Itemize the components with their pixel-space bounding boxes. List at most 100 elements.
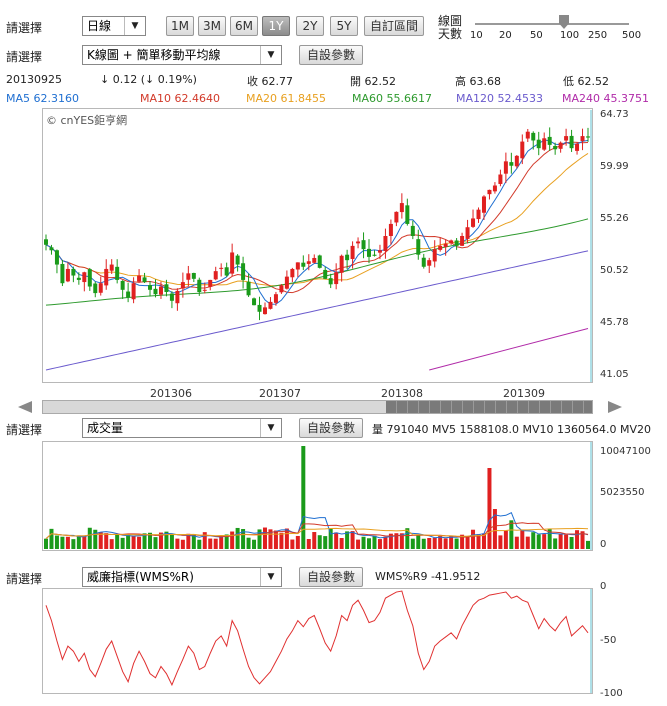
volume-bar bbox=[476, 534, 481, 549]
candle-body bbox=[208, 279, 213, 287]
candle-body bbox=[465, 227, 470, 239]
volume-bar bbox=[279, 532, 284, 549]
volume-bar bbox=[372, 535, 377, 549]
volume-select[interactable]: 成交量 ▼ bbox=[82, 418, 282, 438]
candle-body bbox=[410, 225, 415, 237]
volume-bar bbox=[498, 535, 503, 549]
volume-bar bbox=[509, 520, 514, 549]
ma-legend-item: MA20 61.8455 bbox=[246, 92, 326, 105]
wms-info: WMS%R9 -41.9512 bbox=[375, 570, 481, 583]
candle-body bbox=[109, 264, 114, 271]
scroll-right-icon[interactable] bbox=[608, 401, 622, 413]
candle-body bbox=[580, 136, 585, 141]
candle-body bbox=[547, 136, 552, 145]
volume-y-tick: 5023550 bbox=[600, 487, 645, 498]
candle-body bbox=[290, 268, 295, 278]
wms-params-button[interactable]: 自設參數 bbox=[299, 567, 363, 587]
candle-body bbox=[317, 255, 322, 268]
candle-body bbox=[202, 289, 207, 291]
wms-line bbox=[45, 590, 589, 687]
volume-bar bbox=[158, 532, 163, 549]
volume-bar bbox=[339, 538, 344, 549]
days-slider-track[interactable] bbox=[475, 23, 629, 25]
volume-bar bbox=[575, 530, 580, 549]
quote-low: 低 62.52 bbox=[563, 75, 609, 88]
candle-body bbox=[388, 223, 393, 236]
candle-body bbox=[104, 268, 109, 286]
period-select[interactable]: 日線 ▼ bbox=[82, 16, 146, 36]
ma-legend-item: MA10 62.4640 bbox=[140, 92, 220, 105]
volume-bar bbox=[93, 529, 98, 549]
chart-type-select[interactable]: K線圖 + 簡單移動平均線 ▼ bbox=[82, 45, 282, 65]
price-x-tick: 201309 bbox=[503, 387, 545, 400]
volume-bar bbox=[290, 539, 295, 549]
candle-body bbox=[339, 255, 344, 273]
range-button-6[interactable]: 自訂區間 bbox=[364, 16, 424, 36]
volume-bar bbox=[345, 531, 350, 549]
days-tick: 100 bbox=[560, 30, 580, 41]
candle-body bbox=[421, 257, 426, 267]
volume-bar bbox=[405, 528, 410, 549]
volume-bar bbox=[268, 529, 273, 549]
volume-bar bbox=[465, 535, 470, 549]
volume-bar bbox=[273, 530, 278, 549]
volume-bar bbox=[367, 538, 372, 549]
range-button-5[interactable]: 5Y bbox=[330, 16, 358, 36]
candle-body bbox=[432, 249, 437, 262]
candle-body bbox=[295, 262, 300, 270]
volume-bar bbox=[186, 533, 191, 549]
price-y-tick: 59.99 bbox=[600, 161, 629, 173]
volume-bar bbox=[361, 536, 366, 549]
scroll-thumb[interactable] bbox=[386, 401, 592, 413]
volume-bar bbox=[306, 538, 311, 549]
candle-body bbox=[169, 293, 174, 301]
candle-body bbox=[93, 283, 98, 294]
volume-bar bbox=[208, 538, 213, 549]
volume-bar bbox=[312, 532, 317, 549]
candle-body bbox=[586, 136, 590, 138]
volume-bar bbox=[553, 538, 558, 549]
wms-y-tick: -50 bbox=[600, 635, 617, 646]
candle-body bbox=[350, 245, 355, 259]
volume-bar bbox=[460, 534, 465, 549]
range-button-2[interactable]: 6M bbox=[230, 16, 258, 36]
volume-bar bbox=[432, 537, 437, 549]
volume-bar bbox=[82, 535, 87, 549]
candle-body bbox=[460, 236, 465, 246]
volume-bar bbox=[481, 533, 486, 549]
wms-select[interactable]: 威廉指標(WMS%R) ▼ bbox=[82, 567, 282, 587]
candle-body bbox=[394, 211, 399, 223]
price-y-tick: 41.05 bbox=[600, 369, 629, 380]
volume-bar bbox=[60, 536, 65, 549]
range-button-0[interactable]: 1M bbox=[166, 16, 194, 36]
candle-body bbox=[120, 280, 125, 290]
candle-body bbox=[153, 288, 158, 295]
params-button[interactable]: 自設參數 bbox=[299, 45, 363, 65]
price-y-tick: 55.26 bbox=[600, 212, 629, 224]
volume-params-button[interactable]: 自設參數 bbox=[299, 418, 363, 438]
volume-bar bbox=[148, 532, 153, 549]
days-tick: 20 bbox=[499, 30, 512, 41]
volume-bar bbox=[547, 529, 552, 549]
period-label: 請選擇 bbox=[6, 21, 43, 35]
candle-body bbox=[312, 257, 317, 263]
candle-body bbox=[87, 269, 92, 287]
days-slider-handle[interactable] bbox=[559, 15, 569, 29]
range-button-1[interactable]: 3M bbox=[198, 16, 226, 36]
range-button-3[interactable]: 1Y bbox=[262, 16, 290, 36]
volume-select-value: 成交量 bbox=[87, 421, 124, 435]
volume-bar bbox=[514, 536, 519, 549]
volume-y-tick: 10047100 bbox=[600, 446, 651, 457]
price-x-tick: 201308 bbox=[381, 387, 423, 400]
scroll-left-icon[interactable] bbox=[18, 401, 32, 413]
candle-body bbox=[503, 161, 508, 174]
volume-bar bbox=[525, 536, 530, 549]
range-button-4[interactable]: 2Y bbox=[296, 16, 324, 36]
price-y-tick: 64.73 bbox=[600, 109, 629, 120]
candle-body bbox=[569, 135, 574, 149]
volume-bar bbox=[164, 531, 169, 549]
volume-bar bbox=[443, 538, 448, 549]
quote-close: 收 62.77 bbox=[247, 75, 293, 88]
candle-body bbox=[279, 285, 284, 293]
candle-body bbox=[115, 266, 120, 280]
